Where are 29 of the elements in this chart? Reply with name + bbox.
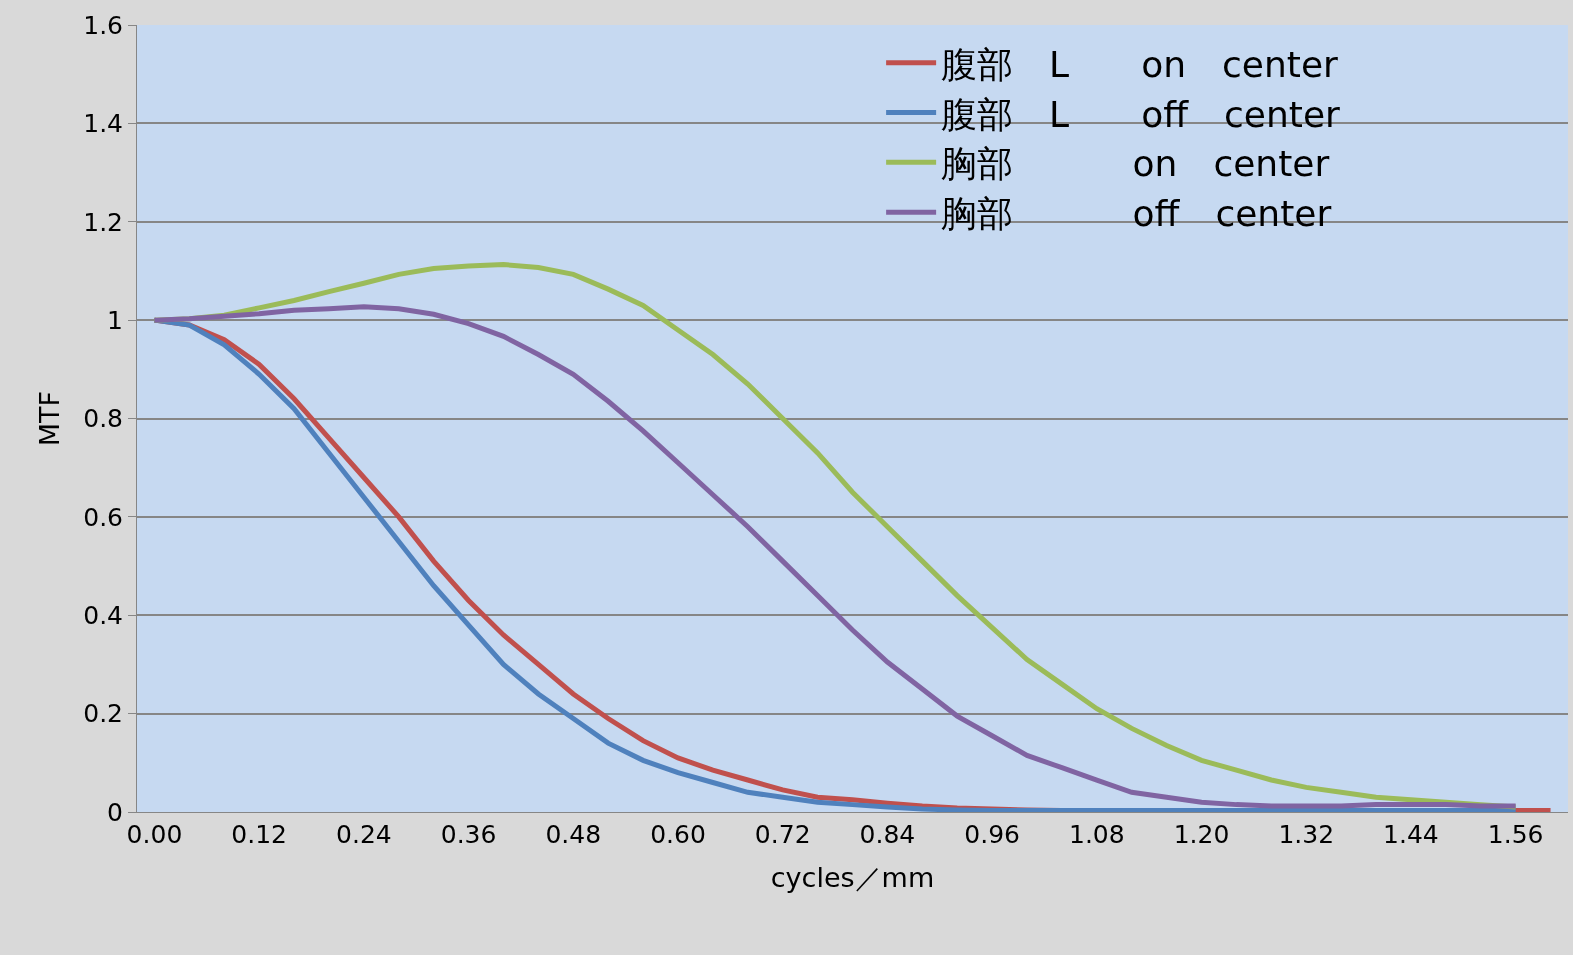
x-tick-label: 0.12	[231, 820, 287, 849]
y-tick-label: 1	[107, 305, 123, 335]
x-tick-label: 1.44	[1383, 820, 1439, 849]
x-tick-label: 1.32	[1278, 820, 1335, 849]
y-tick-label: 1.6	[83, 10, 123, 40]
y-tick-label: 0	[107, 797, 123, 827]
x-tick-label: 0.48	[545, 820, 602, 849]
y-tick-label: 0.4	[83, 601, 123, 630]
x-tick-label: 0.00	[126, 820, 183, 849]
x-tick-label: 0.84	[859, 820, 916, 849]
x-tick-label: 0.72	[754, 820, 811, 849]
x-tick-label: 1.08	[1068, 820, 1125, 849]
x-tick-label: 0.24	[336, 820, 392, 849]
legend-label: 胸部 off center	[941, 193, 1332, 235]
y-tick-label: 1.4	[83, 109, 123, 139]
x-tick-label: 1.56	[1487, 820, 1544, 849]
y-tick-label: 1.2	[83, 207, 123, 237]
legend-label: 腹部 L off center	[941, 93, 1341, 135]
y-tick-label: 0.6	[83, 502, 123, 532]
x-tick-label: 1.20	[1173, 820, 1230, 849]
y-tick-label: 0.8	[83, 404, 123, 434]
x-tick-label: 0.96	[964, 820, 1020, 849]
legend-label: 胸部 on center	[941, 143, 1330, 185]
y-axis-title: MTF	[34, 390, 66, 447]
x-axis-title: cycles／mm	[770, 862, 935, 894]
x-tick-label: 0.60	[650, 820, 706, 849]
x-tick-label: 0.36	[440, 820, 497, 849]
legend-label: 腹部 L on center	[941, 43, 1339, 85]
y-tick-label: 0.2	[83, 699, 123, 729]
